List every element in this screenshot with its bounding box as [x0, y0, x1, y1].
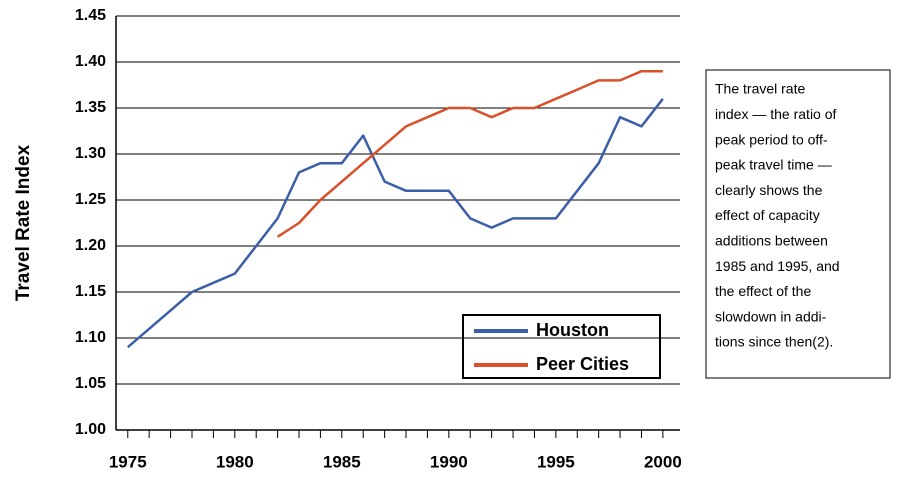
- y-axis-label: Travel Rate Index: [13, 144, 34, 301]
- x-tick-label: 1975: [109, 452, 147, 471]
- y-tick-label: 1.35: [75, 99, 106, 116]
- x-tick-label: 1985: [323, 452, 361, 471]
- y-tick-label: 1.45: [75, 7, 106, 24]
- annotation-line: effect of capacity: [715, 207, 820, 223]
- annotation-line: additions between: [715, 233, 828, 249]
- annotation-line: peak period to off-: [715, 131, 828, 147]
- annotation-line: slowdown in addi-: [715, 308, 827, 324]
- legend-label: Houston: [536, 320, 609, 340]
- legend-label: Peer Cities: [536, 354, 629, 374]
- y-tick-label: 1.10: [75, 329, 106, 346]
- annotation-line: tions since then(2).: [715, 334, 833, 350]
- y-tick-label: 1.15: [75, 283, 106, 300]
- y-tick-label: 1.05: [75, 375, 106, 392]
- annotation-line: 1985 and 1995, and: [715, 258, 840, 274]
- x-tick-label: 1995: [537, 452, 575, 471]
- y-tick-label: 1.00: [75, 421, 106, 438]
- legend-box: [462, 314, 661, 379]
- y-tick-label: 1.20: [75, 237, 106, 254]
- x-tick-label: 1980: [216, 452, 254, 471]
- annotation-box: [705, 69, 891, 379]
- y-tick-label: 1.40: [75, 53, 106, 70]
- annotation-line: clearly shows the: [715, 182, 823, 198]
- annotation-line: peak travel time —: [715, 157, 832, 173]
- annotation-line: index — the ratio of: [715, 106, 837, 122]
- x-tick-label: 2000: [644, 452, 682, 471]
- series-line: [276, 69, 663, 238]
- annotation-line: the effect of the: [715, 283, 811, 299]
- series-line: [126, 98, 664, 349]
- y-tick-label: 1.25: [75, 191, 106, 208]
- y-tick-label: 1.30: [75, 145, 106, 162]
- x-tick-label: 1990: [430, 452, 468, 471]
- annotation-line: The travel rate: [715, 81, 805, 97]
